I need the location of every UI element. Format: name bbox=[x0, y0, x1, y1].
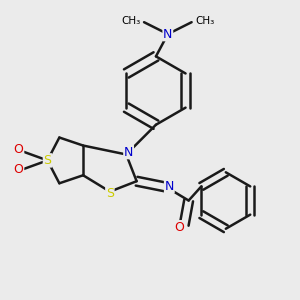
Text: O: O bbox=[174, 221, 184, 234]
Text: N: N bbox=[163, 28, 172, 40]
Text: S: S bbox=[44, 154, 52, 167]
Text: CH₃: CH₃ bbox=[195, 16, 214, 26]
Text: S: S bbox=[106, 188, 114, 200]
Text: CH₃: CH₃ bbox=[121, 16, 140, 26]
Text: N: N bbox=[165, 180, 174, 193]
Text: N: N bbox=[124, 146, 133, 159]
Text: O: O bbox=[14, 142, 24, 156]
Text: O: O bbox=[14, 163, 24, 176]
